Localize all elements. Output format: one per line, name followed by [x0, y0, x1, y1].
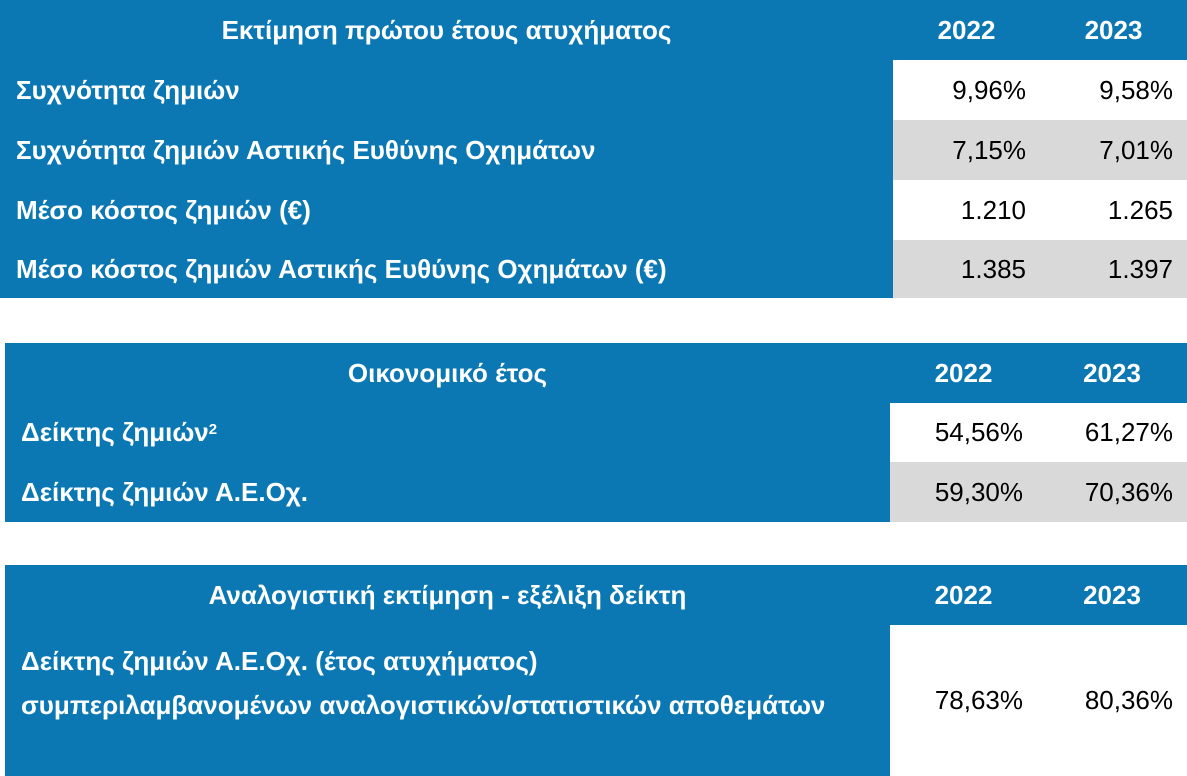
row-label: Δείκτης ζημιών 2	[5, 403, 890, 462]
label-text: Συχνότητα ζημιών Αστικής Ευθύνης Οχημάτω…	[16, 134, 596, 165]
label-text: Δείκτης ζημιών Α.Ε.Οχ.	[21, 476, 309, 507]
label-text: Δείκτης ζημιών	[21, 417, 209, 447]
footnote-mark: 2	[208, 421, 218, 438]
row-label: Δείκτης ζημιών Α.Ε.Οχ. (έτος ατυχήματος)…	[5, 625, 890, 776]
value-cell: 61,27%	[1037, 403, 1187, 462]
value-cell: 7,15%	[893, 120, 1040, 180]
value-cell: 54,56%	[890, 403, 1037, 462]
value-cell: 1.397	[1040, 240, 1187, 298]
label-text: Μέσο κόστος ζημιών Αστικής Ευθύνης Οχημά…	[16, 253, 667, 284]
label-line: Δείκτης ζημιών Α.Ε.Οχ. (έτος ατυχήματος)	[21, 646, 538, 676]
header-year: 2023	[1037, 565, 1187, 625]
value-cell: 80,36%	[1037, 625, 1187, 776]
header-year: 2023	[1037, 343, 1187, 403]
row-label: Δείκτης ζημιών Α.Ε.Οχ.	[5, 462, 890, 522]
value-cell: 9,96%	[893, 60, 1040, 120]
header-title: Οικονομικό έτος	[5, 343, 890, 403]
row-label: Μέσο κόστος ζημιών (€)	[0, 180, 893, 240]
label-line: συμπεριλαμβανομένων αναλογιστικών/στατισ…	[21, 690, 826, 720]
value-cell: 1.210	[893, 180, 1040, 240]
value-cell: 59,30%	[890, 462, 1037, 522]
value-cell: 70,36%	[1037, 462, 1187, 522]
header-year: 2022	[890, 343, 1037, 403]
row-label: Μέσο κόστος ζημιών Αστικής Ευθύνης Οχημά…	[0, 240, 893, 298]
value-cell: 7,01%	[1040, 120, 1187, 180]
value-cell: 78,63%	[890, 625, 1037, 776]
header-year: 2023	[1040, 0, 1187, 60]
row-label: Συχνότητα ζημιών	[0, 60, 893, 120]
value-cell: 1.385	[893, 240, 1040, 298]
value-cell: 9,58%	[1040, 60, 1187, 120]
row-label: Συχνότητα ζημιών Αστικής Ευθύνης Οχημάτω…	[0, 120, 893, 180]
label-text: Μέσο κόστος ζημιών (€)	[16, 194, 311, 225]
header-year: 2022	[893, 0, 1040, 60]
header-year: 2022	[890, 565, 1037, 625]
header-title: Αναλογιστική εκτίμηση - εξέλιξη δείκτη	[5, 565, 890, 625]
label-text: Συχνότητα ζημιών	[16, 74, 240, 105]
value-cell: 1.265	[1040, 180, 1187, 240]
header-title: Εκτίμηση πρώτου έτους ατυχήματος	[0, 0, 893, 60]
